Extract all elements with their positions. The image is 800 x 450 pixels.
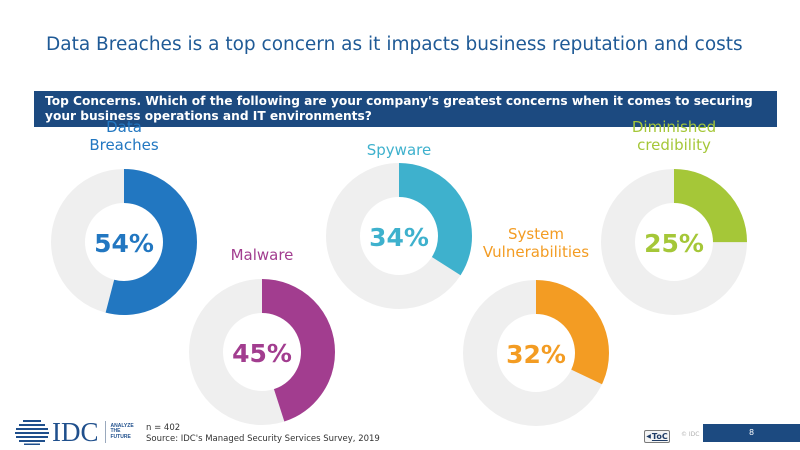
idc-logo: IDC ANALYZE THE FUTURE [14,418,134,446]
logo-tagline-line: FUTURE [110,433,131,440]
source-note: Source: IDC's Managed Security Services … [146,433,380,444]
copyright: © IDC [681,431,700,438]
footer-note: n = 402 Source: IDC's Managed Security S… [146,423,380,444]
category-label: Malware [231,246,294,264]
donut-2: 34% Spyware [326,141,472,309]
data-label: 32% [506,340,566,369]
category-label: Data [106,118,142,136]
page-number: 8 [703,424,800,442]
logo-tagline: ANALYZE THE FUTURE [110,422,134,440]
slide-title: Data Breaches is a top concern as it imp… [46,34,743,55]
donut-value-arc [326,163,472,309]
data-label: 54% [94,229,154,258]
donut-value-arc [463,280,609,426]
question-banner: Top Concerns. Which of the following are… [34,91,777,127]
sample-size: n = 402 [146,423,181,433]
logo-tagline-line: ANALYZE [110,422,134,429]
category-label: Breaches [89,136,159,154]
toc-label: ToC [651,432,668,441]
data-label: 45% [232,339,292,368]
category-label: System [508,225,564,243]
donut-value-arc [601,169,747,315]
category-label: credibility [637,136,711,154]
toc-button[interactable]: ◀ ToC [644,430,670,443]
category-label: Diminished [632,118,716,136]
logo-divider [104,421,106,443]
back-arrow-icon: ◀ [646,433,651,440]
data-label: 34% [369,223,429,252]
globe-icon [15,420,49,445]
category-label: Vulnerabilities [483,243,589,261]
logo-text: IDC [52,417,99,447]
logo-tagline-line: THE [110,428,121,435]
donut-value-arc [51,169,197,315]
data-label: 25% [644,229,704,258]
donut-value-arc [189,279,335,425]
donut-1: 45% Malware [189,246,335,425]
category-label: Spyware [367,141,431,159]
